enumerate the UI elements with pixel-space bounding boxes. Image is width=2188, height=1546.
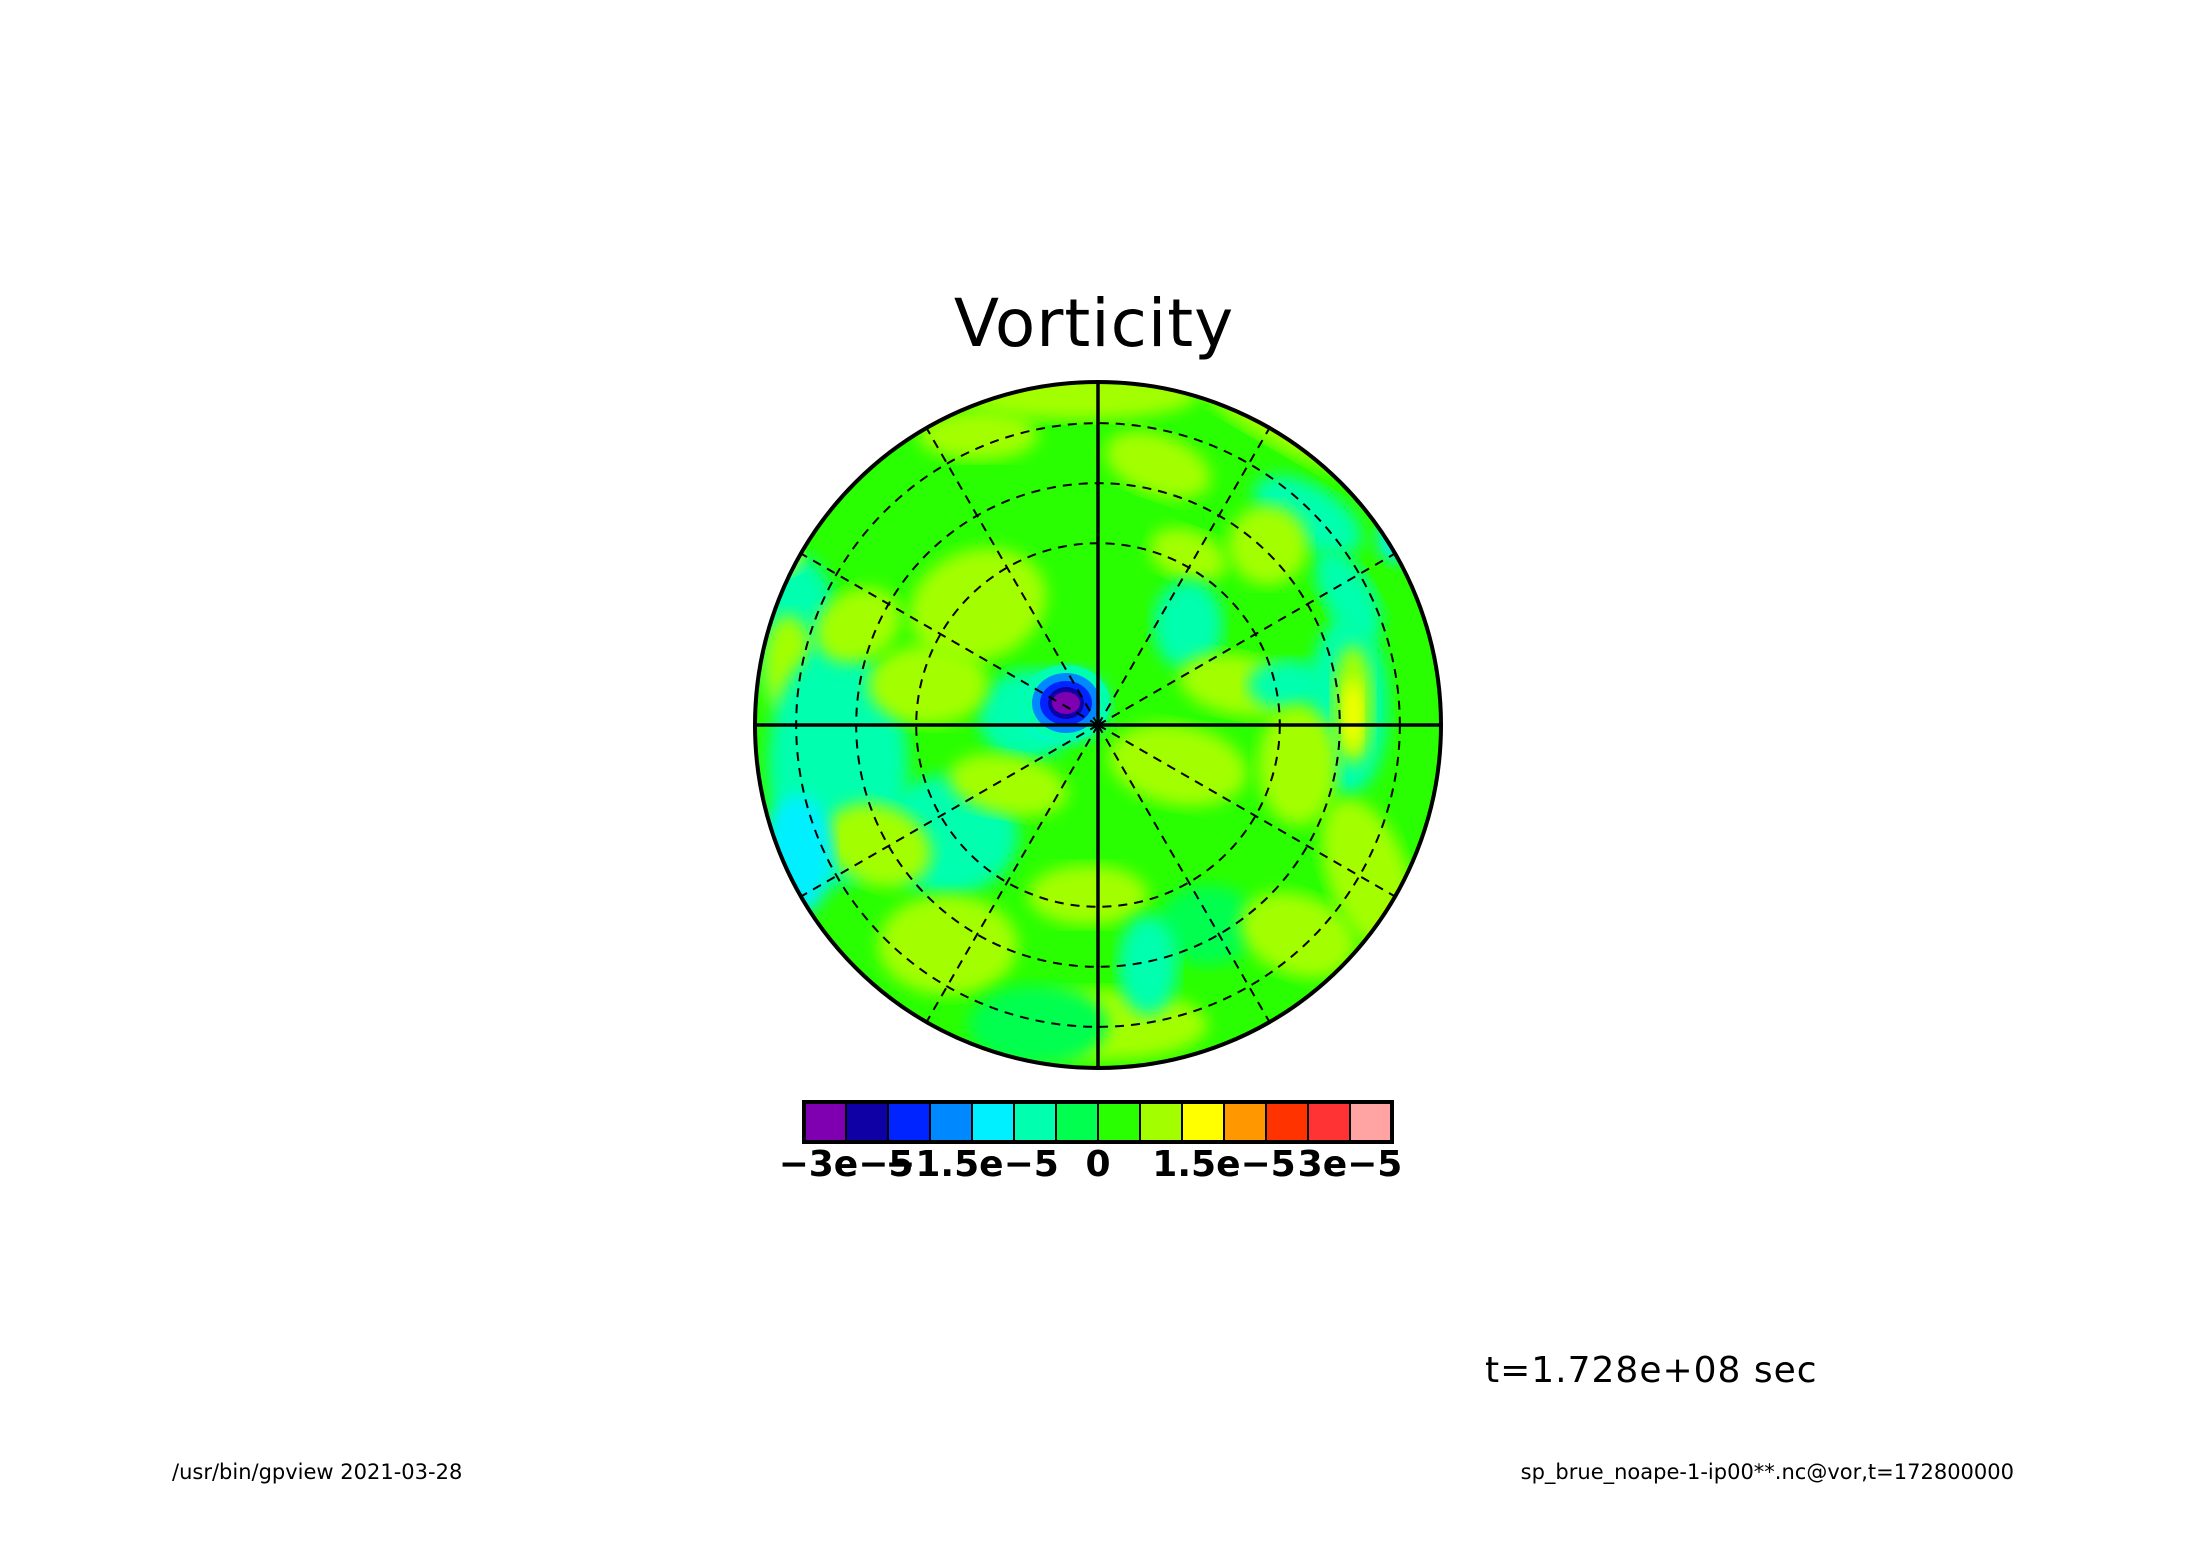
colorbar-swatch xyxy=(1181,1101,1225,1143)
colorbar-swatch xyxy=(1307,1101,1351,1143)
colorbar-swatch xyxy=(1139,1101,1183,1143)
map-grid xyxy=(753,380,1443,1070)
field-patch xyxy=(948,753,1068,817)
colorbar-swatch xyxy=(929,1101,973,1143)
colorbar-tick-label: 3e−5 xyxy=(1297,1144,1403,1185)
field-patch xyxy=(1028,865,1148,925)
footer-program: /usr/bin/gpview 2021-03-28 xyxy=(172,1460,463,1484)
field-patch xyxy=(1253,475,1363,555)
colorbar-swatch xyxy=(803,1101,847,1143)
field-patch xyxy=(1314,549,1382,641)
field-patch xyxy=(918,410,1038,460)
chart-title: Vorticity xyxy=(953,285,1235,362)
colorbar-swatch xyxy=(1223,1101,1267,1143)
field-patch xyxy=(1105,431,1211,499)
field-patch xyxy=(868,645,988,725)
field-patch xyxy=(878,895,1018,995)
field-patch xyxy=(1149,527,1227,583)
vortex-ring xyxy=(1052,692,1080,714)
field-patch xyxy=(1228,505,1308,585)
field-patch xyxy=(1343,680,1363,750)
field-patch xyxy=(815,587,901,663)
colorbar-swatch xyxy=(1265,1101,1309,1143)
field-patch xyxy=(824,802,932,888)
colorbar-tick-label: 1.5e−5 xyxy=(1152,1144,1296,1185)
field-patch xyxy=(1108,723,1248,807)
colorbar-frame xyxy=(802,1100,1394,1144)
colorbar-tick-label: −1.5e−5 xyxy=(885,1144,1059,1185)
colorbar-tick-label: −3e−5 xyxy=(778,1144,914,1185)
field-patch xyxy=(968,985,1108,1065)
footer-source: sp_brue_noape-1-ip00**.nc@vor,t=17280000… xyxy=(1520,1460,2014,1484)
field-patch xyxy=(909,548,1047,662)
colorbar-swatch xyxy=(887,1101,931,1143)
field-patch xyxy=(1258,705,1338,825)
field-patch xyxy=(763,795,833,915)
field-patch xyxy=(1248,660,1328,710)
colorbar xyxy=(802,1100,1394,1144)
field-patch xyxy=(1153,580,1223,670)
colorbar-swatch xyxy=(1055,1101,1099,1143)
field-patch xyxy=(1239,892,1357,978)
colorbar-tick-label: 0 xyxy=(1085,1144,1111,1185)
time-annotation: t=1.728e+08 sec xyxy=(1485,1350,1818,1391)
field-patch xyxy=(1118,915,1178,1015)
colorbar-swatch xyxy=(845,1101,889,1143)
pole-marker xyxy=(1095,722,1101,728)
colorbar-swatch xyxy=(1013,1101,1057,1143)
field-patch xyxy=(1158,885,1258,965)
colorbar-swatch xyxy=(1097,1101,1141,1143)
colorbar-swatch xyxy=(1349,1101,1393,1143)
colorbar-swatch xyxy=(971,1101,1015,1143)
